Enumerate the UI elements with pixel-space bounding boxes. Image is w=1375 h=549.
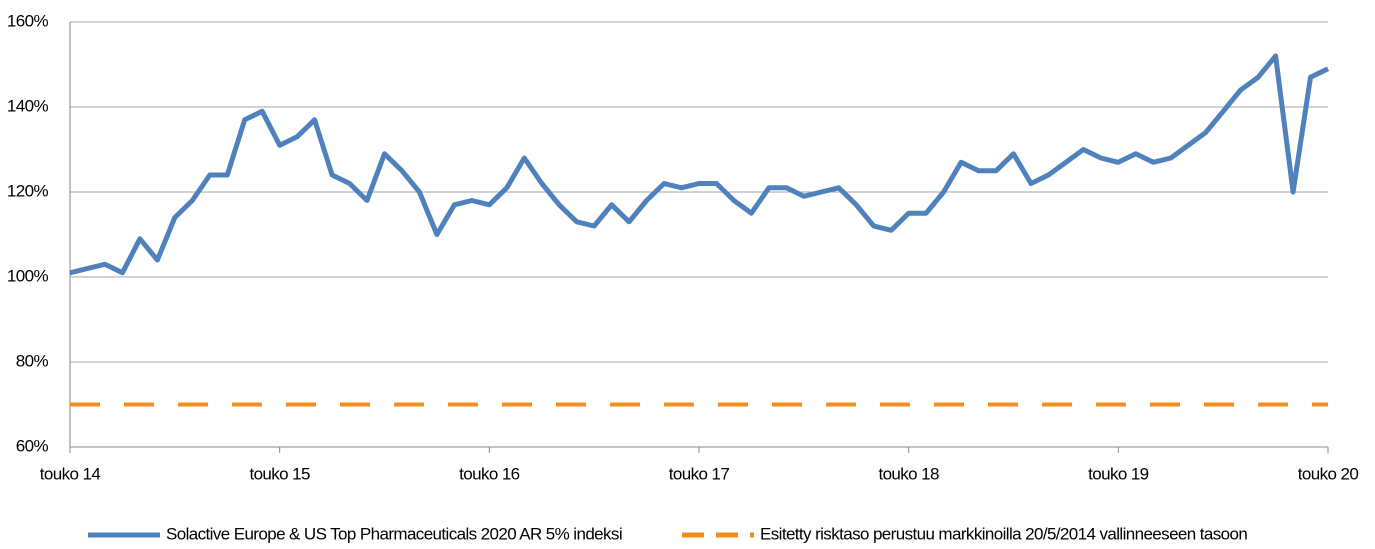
x-tick-label: touko 19	[1088, 464, 1149, 483]
y-tick-label: 140%	[7, 96, 49, 115]
series-line	[69, 53, 1330, 276]
x-tick-label: touko 16	[459, 464, 520, 483]
x-tick-label: touko 17	[669, 464, 730, 483]
x-tick-label: touko 15	[249, 464, 310, 483]
y-tick-label: 100%	[7, 266, 49, 285]
x-tick-label: touko 14	[40, 464, 101, 483]
legend-label: Esitetty risktaso perustuu markkinoilla …	[760, 524, 1247, 543]
y-tick-label: 160%	[7, 11, 49, 30]
x-tick-label: touko 18	[878, 464, 939, 483]
x-tick-label: touko 20	[1298, 464, 1359, 483]
legend-label: Solactive Europe & US Top Pharmaceutical…	[166, 524, 622, 543]
y-tick-label: 80%	[16, 351, 49, 370]
y-tick-label: 120%	[7, 181, 49, 200]
y-tick-label: 60%	[16, 436, 49, 455]
